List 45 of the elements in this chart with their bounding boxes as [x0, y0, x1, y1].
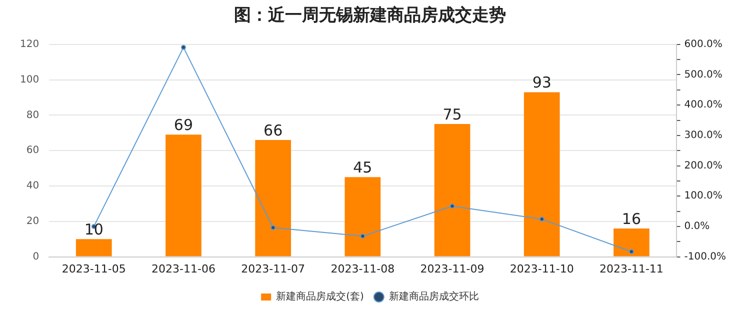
y2-tick-label: 600.0%	[684, 38, 722, 50]
bar	[344, 177, 381, 256]
x-tick-label: 2023-11-05	[62, 262, 126, 276]
point	[270, 225, 276, 230]
y-tick-label: 100	[20, 74, 40, 86]
data-label: 93	[532, 74, 552, 92]
bar	[76, 239, 112, 256]
y-tick-label: 60	[26, 145, 40, 156]
x-tick-label: 2023-11-07	[241, 262, 306, 276]
point	[450, 204, 455, 209]
legend-label: 新建商品房成交(套)	[276, 290, 364, 303]
data-label: 75	[442, 105, 462, 124]
data-label: 45	[353, 158, 372, 177]
point	[180, 44, 186, 50]
data-label: 10	[84, 220, 104, 238]
data-label: 66	[264, 121, 283, 140]
y2-tick-label: -100.0%	[684, 251, 726, 262]
bar	[524, 92, 560, 256]
legend-label: 新建商品房成交环比	[388, 290, 479, 303]
y-tick-label: 80	[26, 110, 40, 121]
x-tick-label: 2023-11-09	[420, 262, 484, 276]
bar	[614, 228, 650, 256]
y2-tick-label: 0.0%	[684, 221, 710, 232]
point	[360, 234, 366, 239]
y2-tick-label: 200.0%	[684, 160, 722, 172]
y-tick-label: 40	[26, 180, 40, 192]
point	[628, 249, 634, 254]
x-tick-label: 2023-11-10	[510, 262, 574, 276]
bar	[255, 140, 291, 256]
x-tick-label: 2023-11-06	[152, 262, 216, 276]
data-label: 69	[174, 116, 194, 134]
bar	[166, 134, 202, 256]
y-tick-label: 20	[26, 216, 40, 227]
bar	[434, 124, 470, 256]
y2-tick-label: 100.0%	[684, 190, 722, 202]
y-tick-label: 0	[32, 251, 40, 262]
x-tick-label: 2023-11-11	[599, 262, 664, 276]
data-label: 16	[622, 210, 642, 228]
y2-tick-label: 300.0%	[684, 130, 722, 142]
point	[539, 216, 544, 222]
y2-tick-label: 500.0%	[684, 69, 722, 80]
x-tick-label: 2023-11-08	[330, 262, 395, 276]
y-tick-label: 120	[20, 38, 40, 50]
y2-tick-label: 400.0%	[684, 100, 722, 111]
chart-title: 图：近一周无锡新建商品房成交走势	[234, 6, 506, 26]
